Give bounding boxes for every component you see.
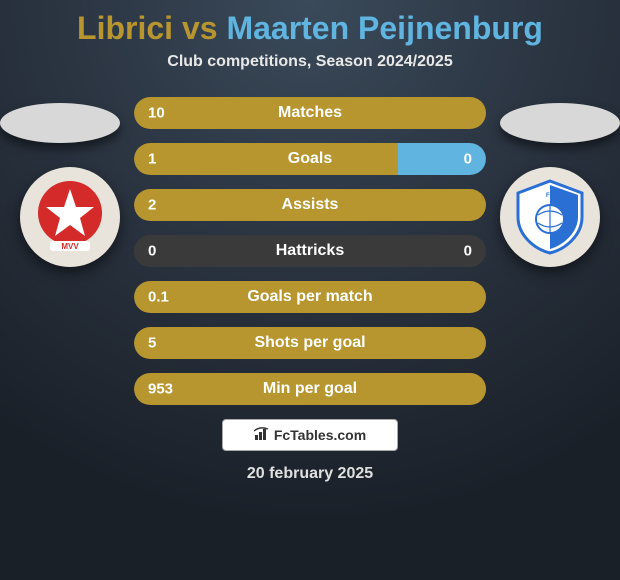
stat-row-matches: 10Matches [134, 97, 486, 129]
stat-row-assists: 2Assists [134, 189, 486, 221]
stat-label: Goals per match [134, 288, 486, 306]
vs-label: vs [182, 10, 218, 46]
watermark-text: FcTables.com [274, 427, 366, 443]
stat-row-min-per-goal: 953Min per goal [134, 373, 486, 405]
stat-label: Assists [134, 196, 486, 214]
stat-bars: 10Matches 10Goals 2Assists 00Hattricks 0.1Go… [134, 89, 486, 405]
svg-text:FC: FC [546, 193, 555, 199]
player2-name: Maarten Peijnenburg [226, 10, 543, 46]
stat-row-hattricks: 00Hattricks [134, 235, 486, 267]
player2-silhouette [500, 103, 620, 143]
fc-eindhoven-logo-icon: FC [508, 175, 592, 259]
stat-row-goals-per-match: 0.1Goals per match [134, 281, 486, 313]
stat-row-shots-per-goal: 5Shots per goal [134, 327, 486, 359]
player1-name: Librici [77, 10, 173, 46]
stat-label: Goals [134, 150, 486, 168]
player1-silhouette [0, 103, 120, 143]
comparison-date: 20 february 2025 [0, 465, 620, 483]
svg-text:MVV: MVV [61, 242, 79, 251]
club-badge-right: FC [500, 167, 600, 267]
stat-label: Hattricks [134, 242, 486, 260]
subtitle: Club competitions, Season 2024/2025 [0, 53, 620, 71]
club-badge-left: MVV [20, 167, 120, 267]
comparison-title: Librici vs Maarten Peijnenburg [0, 10, 620, 47]
stat-label: Min per goal [134, 380, 486, 398]
stat-row-goals: 10Goals [134, 143, 486, 175]
stat-label: Matches [134, 104, 486, 122]
comparison-stage: MVV FC 10Matches 10Goals 2Assists 00Hattric… [0, 89, 620, 405]
chart-icon [254, 427, 270, 444]
watermark-badge: FcTables.com [222, 419, 398, 451]
stat-label: Shots per goal [134, 334, 486, 352]
mvv-logo-icon: MVV [30, 177, 110, 257]
